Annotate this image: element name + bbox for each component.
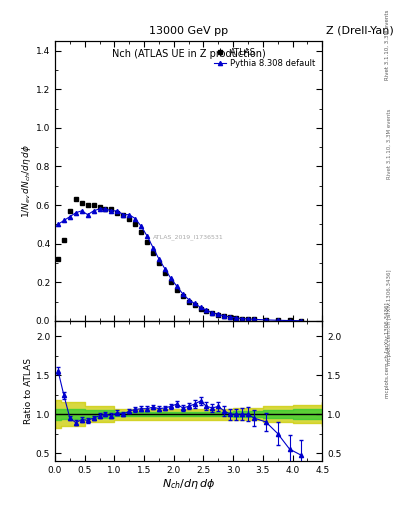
Y-axis label: Ratio to ATLAS: Ratio to ATLAS <box>24 358 33 424</box>
Text: ATLAS_2019_I1736531: ATLAS_2019_I1736531 <box>153 234 224 240</box>
Text: mcplots.cern.ch [arXiv:1306.3436]: mcplots.cern.ch [arXiv:1306.3436] <box>387 270 391 365</box>
Text: mcplots.cern.ch [arXiv:1306.3436]: mcplots.cern.ch [arXiv:1306.3436] <box>385 302 389 398</box>
Text: Nch (ATLAS UE in Z production): Nch (ATLAS UE in Z production) <box>112 49 266 59</box>
Text: 13000 GeV pp: 13000 GeV pp <box>149 26 228 36</box>
Text: Rivet 3.1.10, 3.3M events: Rivet 3.1.10, 3.3M events <box>387 108 391 179</box>
Y-axis label: $1/N_{ev}\,dN_{ch}/d\eta\,d\phi$: $1/N_{ev}\,dN_{ch}/d\eta\,d\phi$ <box>20 144 33 218</box>
X-axis label: $N_{ch}/d\eta\,d\phi$: $N_{ch}/d\eta\,d\phi$ <box>162 477 215 492</box>
Text: Rivet 3.1.10, 3.3M events: Rivet 3.1.10, 3.3M events <box>385 10 389 80</box>
Text: Z (Drell-Yan): Z (Drell-Yan) <box>326 26 393 36</box>
Legend: ATLAS, Pythia 8.308 default: ATLAS, Pythia 8.308 default <box>211 45 318 71</box>
